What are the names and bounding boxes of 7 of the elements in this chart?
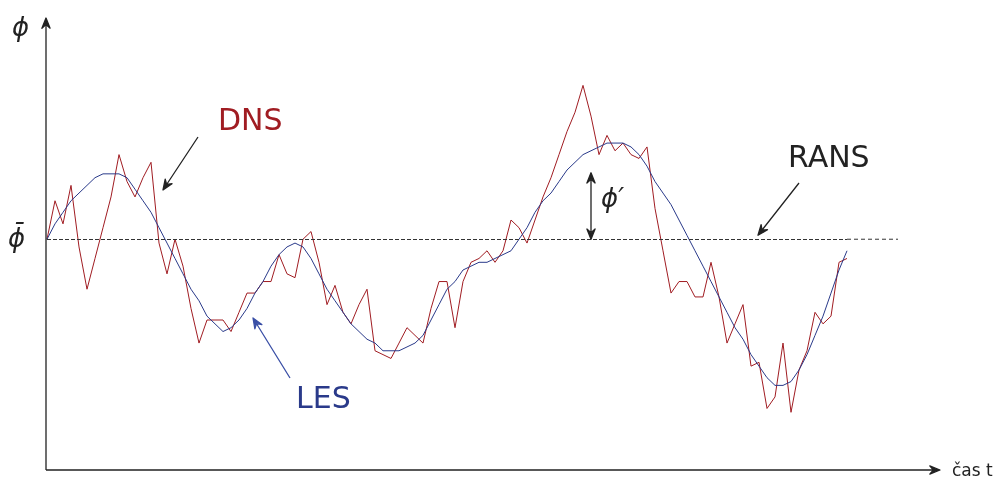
ref-line-label: RANS bbox=[788, 139, 870, 174]
text: DNS bbox=[218, 102, 283, 137]
text: čas t bbox=[952, 460, 994, 480]
text: ϕ̄ bbox=[8, 222, 26, 254]
series-label: LES bbox=[296, 380, 351, 415]
y-axis-title: ϕ bbox=[12, 12, 30, 42]
annotation: ϕ′ bbox=[601, 183, 625, 213]
